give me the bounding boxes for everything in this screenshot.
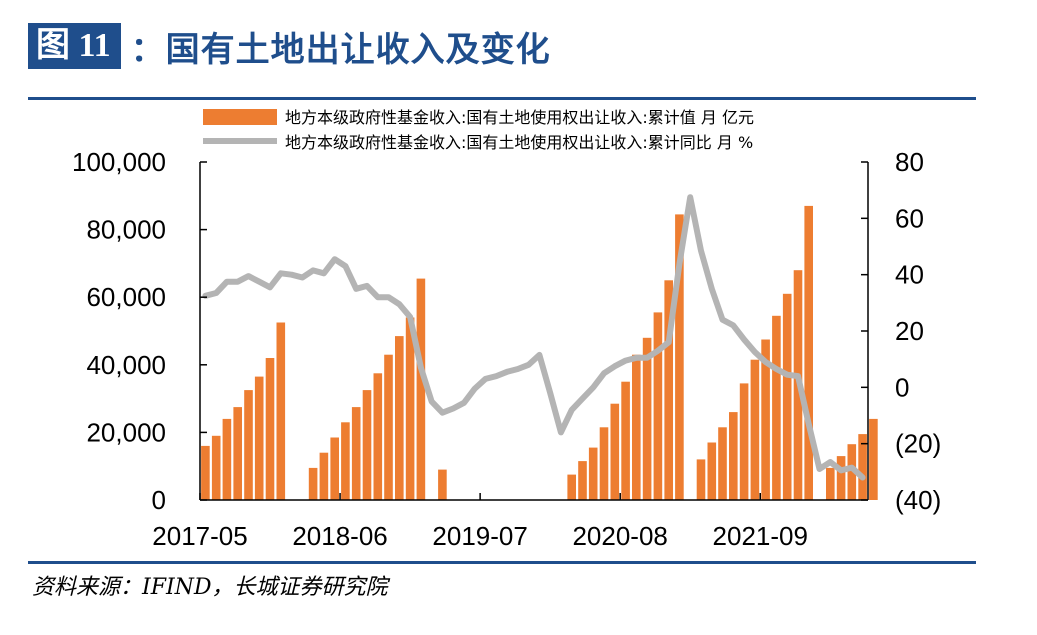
bar-2021-08 — [750, 359, 760, 500]
x-tick-label: 2019-07 — [432, 521, 527, 551]
legend-swatch-bar — [203, 109, 277, 125]
bar-2017-10 — [254, 376, 264, 500]
bar-2020-08 — [621, 381, 630, 500]
bar-series — [201, 205, 878, 501]
legend: 地方本级政府性基金收入:国有土地使用权出让收入:累计值 月 亿元 地方本级政府性… — [203, 108, 754, 152]
figure-header: 图 11 ：国有土地出让收入及变化 — [28, 20, 551, 72]
bar-2021-03 — [696, 459, 706, 500]
bar-2017-11 — [265, 358, 275, 500]
right-tick-label: (40) — [895, 485, 941, 515]
bar-2022-03 — [826, 467, 835, 500]
bar-2022-07 — [869, 418, 878, 500]
bar-2018-04 — [319, 452, 329, 500]
bar-2020-11 — [653, 312, 663, 500]
bar-2019-01 — [416, 278, 426, 500]
right-tick-label: 60 — [895, 203, 924, 233]
bar-2018-12 — [405, 317, 415, 500]
x-tick-label: 2020-08 — [572, 521, 667, 551]
bar-2017-06 — [211, 435, 221, 500]
x-tick-label: 2017-05 — [152, 521, 247, 551]
x-tick-label: 2018-06 — [292, 521, 387, 551]
bar-2021-04 — [707, 442, 717, 500]
left-tick-label: 80,000 — [86, 215, 166, 245]
bar-2018-07 — [351, 407, 361, 500]
bar-2020-05 — [588, 447, 598, 500]
bar-2018-08 — [362, 390, 372, 500]
bar-2017-05 — [201, 445, 210, 500]
bar-2018-10 — [384, 354, 393, 500]
chart: 地方本级政府性基金收入:国有土地使用权出让收入:累计值 月 亿元 地方本级政府性… — [72, 108, 941, 551]
bar-2022-04 — [836, 456, 846, 500]
source-note: 资料来源：IFIND，长城证券研究院 — [32, 575, 388, 600]
bar-2021-10 — [772, 315, 781, 500]
bar-2021-06 — [729, 412, 738, 500]
right-tick-label: 0 — [895, 372, 909, 402]
bottom-rule — [28, 561, 976, 564]
bar-2017-08 — [233, 407, 242, 500]
yoy-line-series — [202, 194, 866, 481]
bar-2022-01 — [804, 205, 813, 500]
bar-2018-06 — [341, 422, 350, 500]
bar-2021-07 — [739, 383, 749, 500]
bar-2019-03 — [438, 469, 447, 500]
bar-2021-11 — [782, 293, 792, 500]
right-tick-label: 40 — [895, 260, 924, 290]
bar-2020-04 — [578, 461, 587, 500]
bar-2018-03 — [308, 467, 318, 500]
left-tick-label: 20,000 — [86, 417, 166, 447]
left-tick-label: 40,000 — [86, 350, 166, 380]
bar-2020-09 — [632, 354, 641, 500]
bar-2020-06 — [599, 427, 609, 500]
right-tick-label: (20) — [895, 429, 941, 459]
bar-2022-05 — [847, 444, 857, 500]
axes: 100,000 80,000 60,000 40,000 20,000 0 80 60 40 20… — [72, 147, 941, 551]
bar-2017-12 — [276, 322, 286, 500]
left-tick-label: 100,000 — [72, 147, 166, 177]
bar-2017-09 — [244, 390, 253, 500]
bar-2022-06 — [858, 434, 867, 500]
bar-2020-12 — [664, 280, 673, 500]
bar-2017-07 — [222, 418, 232, 500]
figure-number-badge: 图 11 — [28, 23, 121, 69]
bar-2021-01 — [675, 214, 684, 500]
right-tick-label: 20 — [895, 316, 924, 346]
legend-label-line: 地方本级政府性基金收入:国有土地使用权出让收入:累计同比 月 % — [285, 133, 753, 152]
x-tick-label: 2021-09 — [713, 521, 808, 551]
bar-2020-07 — [610, 403, 620, 500]
left-tick-label: 0 — [152, 485, 166, 515]
bar-2018-11 — [395, 336, 404, 500]
top-rule — [28, 97, 976, 100]
right-tick-label: 80 — [895, 147, 924, 177]
bar-2021-05 — [718, 427, 727, 500]
bar-2018-09 — [373, 373, 383, 501]
bar-2021-09 — [761, 339, 770, 500]
bar-2020-10 — [642, 337, 652, 500]
left-tick-label: 60,000 — [86, 282, 166, 312]
bar-2018-05 — [330, 437, 339, 500]
legend-label-bar: 地方本级政府性基金收入:国有土地使用权出让收入:累计值 月 亿元 — [285, 108, 754, 127]
bar-2020-03 — [567, 474, 576, 500]
figure-title: ：国有土地出让收入及变化 — [130, 29, 551, 70]
